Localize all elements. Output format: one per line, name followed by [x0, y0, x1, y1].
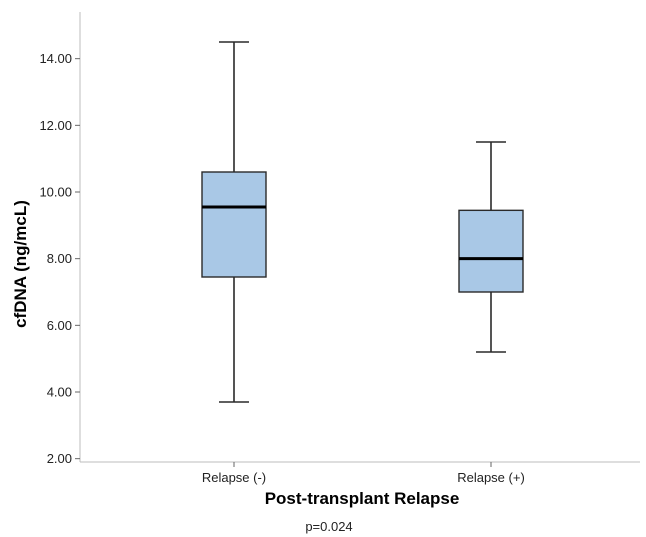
y-tick-label: 8.00	[47, 251, 72, 266]
y-axis-title: cfDNA (ng/mcL)	[11, 200, 30, 328]
y-tick-label: 14.00	[39, 51, 72, 66]
y-tick-label: 10.00	[39, 185, 72, 200]
p-value-note: p=0.024	[305, 519, 352, 534]
y-tick-label: 2.00	[47, 451, 72, 466]
iqr-box	[201, 171, 267, 278]
x-tick-label: Relapse (-)	[202, 470, 266, 485]
boxes	[201, 41, 524, 403]
x-tick-label: Relapse (+)	[457, 470, 525, 485]
iqr-box	[458, 209, 524, 293]
axes	[79, 12, 640, 463]
y-ticks: 2.00 4.00 6.00 8.00 10.00 12.00 14.00	[39, 51, 80, 466]
x-ticks: Relapse (-) Relapse (+)	[202, 462, 525, 485]
box-1	[201, 41, 267, 403]
x-axis-title: Post-transplant Relapse	[265, 489, 460, 508]
box-2	[458, 141, 524, 353]
y-tick-label: 12.00	[39, 118, 72, 133]
y-tick-label: 6.00	[47, 318, 72, 333]
y-tick-label: 4.00	[47, 385, 72, 400]
